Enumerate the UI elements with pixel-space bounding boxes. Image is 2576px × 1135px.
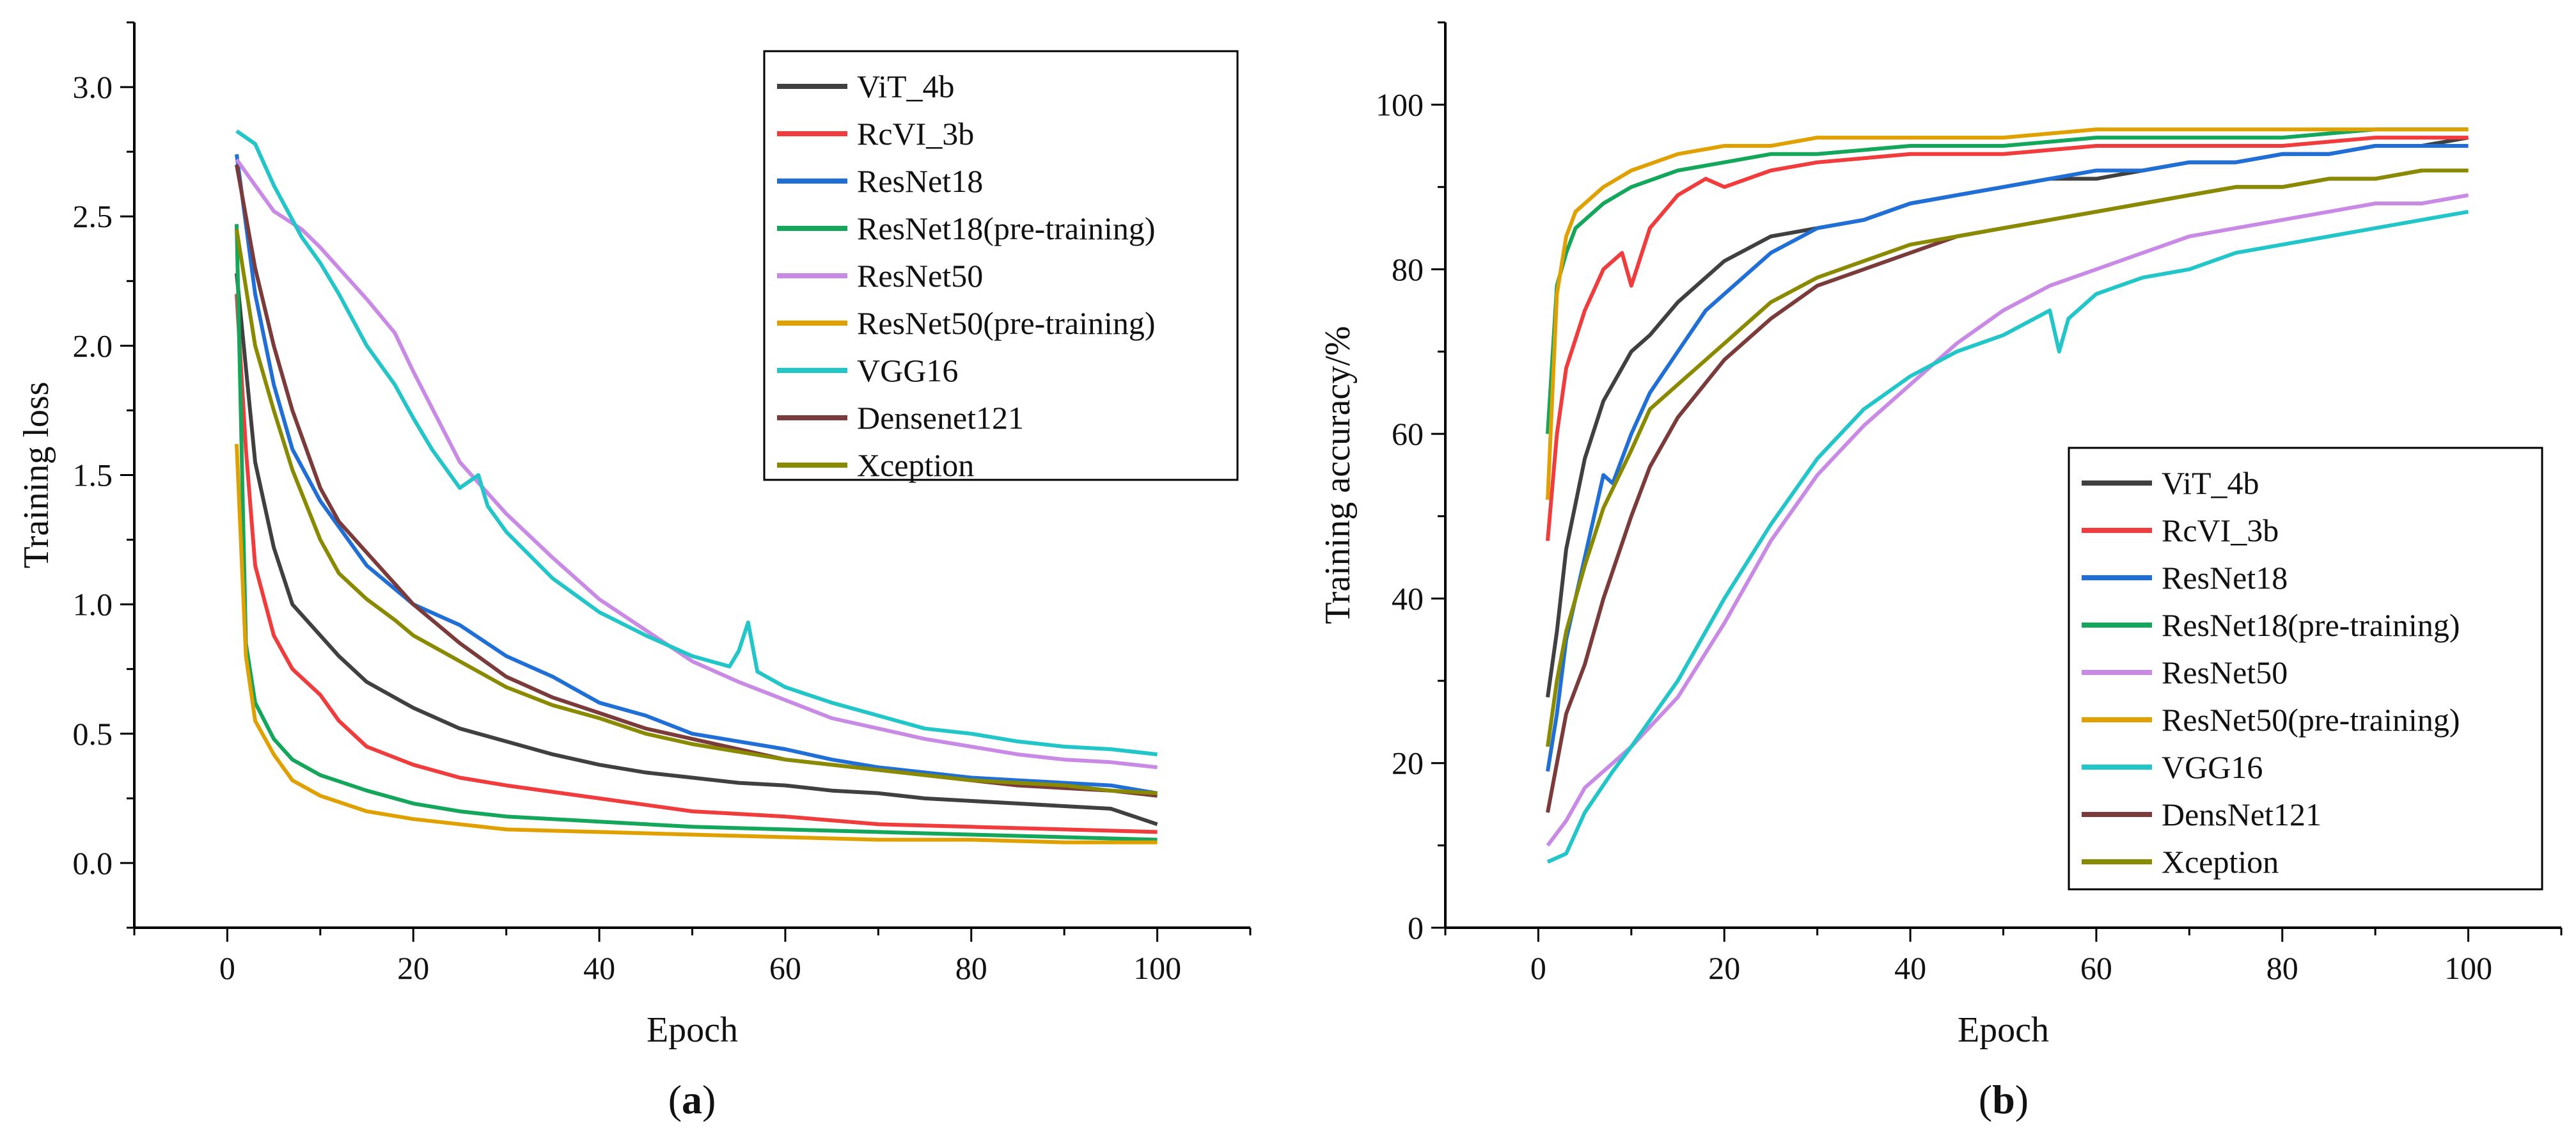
y-tick-label: 80 (1392, 251, 1424, 287)
x-tick-label: 100 (2444, 950, 2492, 986)
x-tick-label: 20 (1708, 950, 1740, 986)
legend-label: DensNet121 (2162, 797, 2321, 832)
legend-label: Densenet121 (857, 400, 1024, 436)
x-tick-label: 0 (1530, 950, 1546, 986)
series-line-resnet50-pre-training- (235, 443, 1158, 845)
y-tick-label: 2.0 (73, 328, 113, 363)
y-axis-title: Training loss (17, 381, 56, 568)
panel-caption: (a) (668, 1077, 716, 1122)
legend-label: ViT_4b (857, 68, 955, 104)
legend-label: RcVI_3b (2162, 512, 2279, 548)
legend-label: ViT_4b (2162, 465, 2259, 501)
x-tick-label: 80 (2266, 950, 2298, 986)
legend-label: VGG16 (2162, 749, 2263, 785)
loss-panel: 0 20 40 60 80 100 0.0 0.5 1.0 1.5 2.0 2.5 3.0 Epoch Tr… (17, 21, 1252, 1122)
legend-label: Xception (857, 447, 974, 483)
y-tick-label: 100 (1376, 87, 1424, 123)
series-line-resnet18 (1546, 144, 2469, 772)
y-tick-label: 40 (1392, 580, 1424, 616)
x-tick-label: 60 (769, 950, 801, 986)
legend-label: ResNet50 (2162, 655, 2288, 690)
panel-caption: (b) (1979, 1077, 2029, 1122)
y-axis-title: Training accuracy/% (1318, 326, 1358, 624)
legend-box (763, 50, 1239, 481)
series-line-resnet50-pre-training- (1546, 127, 2469, 500)
x-tick-label: 40 (1894, 950, 1926, 986)
y-tick-label: 1.5 (73, 457, 113, 493)
series-line-resnet18 (235, 154, 1158, 795)
y-tick-label: 2.5 (73, 198, 113, 234)
x-tick-label: 60 (2080, 950, 2112, 986)
series-line-xception (235, 228, 1158, 795)
x-tick-label: 0 (219, 950, 235, 986)
legend-label: ResNet18 (2162, 560, 2288, 596)
x-tick-label: 20 (397, 950, 429, 986)
legend-label: RcVI_3b (857, 116, 974, 152)
x-tick-label: 80 (955, 950, 987, 986)
series-line-resnet18-pre-training- (1546, 127, 2469, 434)
series-line-vit-4b (235, 273, 1158, 827)
x-tick-label: 40 (583, 950, 615, 986)
legend-label: VGG16 (857, 353, 958, 388)
y-tick-label: 60 (1392, 416, 1424, 452)
series-line-rcvi-3b (1546, 136, 2469, 541)
legend-label: ResNet18 (857, 163, 983, 199)
accuracy-panel: 0 20 40 60 80 100 0 20 40 60 80 100 Epoch Training ac… (1318, 21, 2563, 1122)
series-line-resnet50 (235, 158, 1158, 770)
legend-label: ResNet50(pre-training) (857, 305, 1156, 341)
legend-label: ResNet50(pre-training) (2162, 702, 2460, 738)
legend-label: ResNet18(pre-training) (857, 210, 1156, 246)
series-line-xception (1546, 168, 2469, 747)
y-tick-label: 3.0 (73, 69, 113, 105)
series-line-vgg16 (235, 129, 1158, 757)
series-line-resnet18-pre-training- (235, 224, 1158, 842)
y-tick-label: 0.5 (73, 716, 113, 752)
y-tick-label: 20 (1392, 745, 1424, 781)
x-tick-label: 100 (1133, 950, 1181, 986)
y-tick-label: 1.0 (73, 587, 113, 623)
y-tick-label: 0.0 (73, 845, 113, 881)
legend-label: ResNet18(pre-training) (2162, 607, 2460, 643)
x-axis-title: Epoch (1958, 1010, 2049, 1050)
series-line-vgg16 (1546, 209, 2469, 864)
legend-label: ResNet50 (857, 258, 983, 294)
y-tick-label: 0 (1408, 910, 1424, 946)
series-line-rcvi-3b (235, 294, 1158, 834)
x-axis-title: Epoch (647, 1010, 738, 1050)
legend-label: Xception (2162, 844, 2279, 880)
